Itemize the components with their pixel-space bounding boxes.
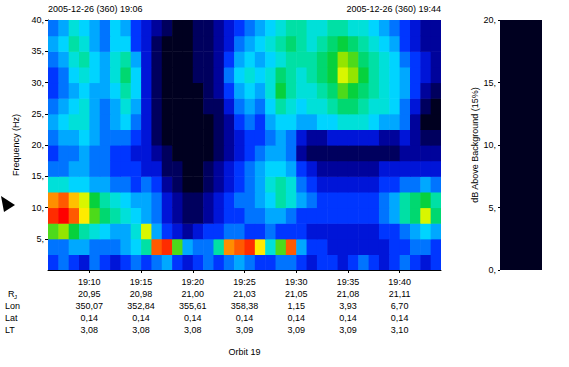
- svg-text:R: R: [8, 289, 15, 299]
- svg-text:19:10: 19:10: [78, 277, 101, 287]
- svg-text:5,: 5,: [488, 203, 496, 213]
- svg-text:355,61: 355,61: [179, 301, 207, 311]
- svg-text:5,: 5,: [36, 234, 44, 244]
- svg-text:352,84: 352,84: [127, 301, 155, 311]
- svg-text:20,: 20,: [31, 140, 44, 150]
- svg-text:25,: 25,: [31, 109, 44, 119]
- svg-text:19:40: 19:40: [388, 277, 411, 287]
- svg-text:19:35: 19:35: [337, 277, 360, 287]
- svg-text:2005-12-26 (360) 19:06: 2005-12-26 (360) 19:06: [48, 4, 143, 14]
- svg-text:0,14: 0,14: [81, 313, 99, 323]
- svg-text:20,: 20,: [483, 15, 496, 25]
- svg-text:350,07: 350,07: [76, 301, 104, 311]
- svg-text:358,38: 358,38: [231, 301, 259, 311]
- svg-text:15,: 15,: [31, 171, 44, 181]
- svg-text:LT: LT: [5, 325, 15, 335]
- svg-text:0,14: 0,14: [287, 313, 305, 323]
- svg-text:0,14: 0,14: [339, 313, 357, 323]
- svg-text:15,: 15,: [483, 78, 496, 88]
- svg-text:40,: 40,: [31, 15, 44, 25]
- svg-text:21,05: 21,05: [285, 289, 308, 299]
- svg-text:dB Above Background (15%): dB Above Background (15%): [470, 87, 480, 203]
- svg-text:0,: 0,: [488, 265, 496, 275]
- svg-text:Orbit 19: Orbit 19: [228, 347, 260, 357]
- svg-text:3,93: 3,93: [339, 301, 357, 311]
- svg-text:0,14: 0,14: [132, 313, 150, 323]
- svg-text:Lat: Lat: [5, 313, 18, 323]
- svg-text:20,95: 20,95: [78, 289, 101, 299]
- svg-text:J: J: [14, 294, 17, 300]
- svg-text:3,09: 3,09: [236, 325, 254, 335]
- svg-text:30,: 30,: [31, 78, 44, 88]
- svg-text:19:25: 19:25: [233, 277, 256, 287]
- svg-text:21,11: 21,11: [389, 289, 411, 299]
- svg-text:1,15: 1,15: [287, 301, 305, 311]
- svg-text:19:20: 19:20: [182, 277, 205, 287]
- svg-text:3,08: 3,08: [132, 325, 150, 335]
- svg-text:2005-12-26 (360) 19:44: 2005-12-26 (360) 19:44: [346, 4, 441, 14]
- svg-text:19:15: 19:15: [130, 277, 153, 287]
- svg-text:21,00: 21,00: [182, 289, 205, 299]
- svg-text:3,10: 3,10: [391, 325, 409, 335]
- svg-text:0,14: 0,14: [391, 313, 409, 323]
- svg-text:21,08: 21,08: [337, 289, 360, 299]
- svg-text:20,98: 20,98: [130, 289, 153, 299]
- svg-text:3,08: 3,08: [81, 325, 99, 335]
- svg-text:3,08: 3,08: [184, 325, 202, 335]
- svg-text:0,14: 0,14: [236, 313, 254, 323]
- svg-text:3,09: 3,09: [287, 325, 305, 335]
- svg-text:6,70: 6,70: [391, 301, 409, 311]
- svg-text:10,: 10,: [483, 140, 496, 150]
- svg-text:19:30: 19:30: [285, 277, 308, 287]
- svg-text:10,: 10,: [31, 203, 44, 213]
- svg-text:0,14: 0,14: [184, 313, 202, 323]
- svg-text:21,03: 21,03: [233, 289, 256, 299]
- svg-text:Lon: Lon: [5, 301, 20, 311]
- svg-text:3,09: 3,09: [339, 325, 357, 335]
- svg-text:35,: 35,: [31, 46, 44, 56]
- svg-text:Frequency (Hz): Frequency (Hz): [11, 114, 21, 176]
